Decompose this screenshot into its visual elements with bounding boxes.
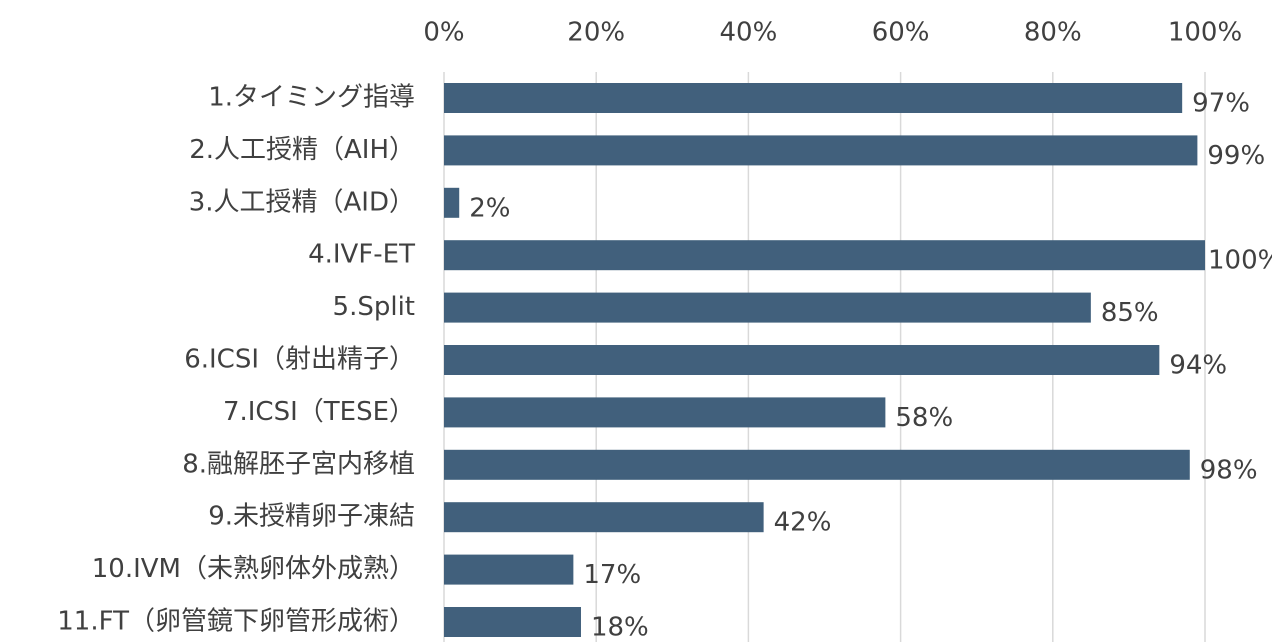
data-label: 100% [1208, 246, 1272, 276]
x-tick-label: 20% [567, 18, 625, 48]
bar [444, 135, 1198, 166]
y-tick-label: 3.人工授精（AID） [189, 187, 415, 217]
data-label: 97% [1192, 89, 1250, 119]
x-tick-label: 80% [1024, 18, 1082, 48]
data-label: 42% [774, 508, 832, 538]
data-label: 99% [1207, 141, 1265, 171]
y-tick-label: 11.FT（卵管鏡下卵管形成術） [57, 607, 415, 637]
x-tick-label: 40% [720, 18, 778, 48]
y-tick-label: 5.Split [333, 292, 415, 322]
y-tick-label: 7.ICSI（TESE） [223, 397, 415, 427]
data-label: 2% [469, 193, 510, 223]
data-label: 58% [895, 403, 953, 433]
data-label: 17% [583, 560, 641, 590]
data-label: 98% [1200, 455, 1258, 485]
bar [444, 292, 1091, 323]
bar [444, 449, 1190, 480]
bar [444, 83, 1183, 113]
bar [444, 345, 1160, 375]
data-label: 94% [1169, 351, 1227, 381]
x-tick-label: 60% [872, 18, 930, 48]
y-tick-label: 6.ICSI（射出精子） [184, 345, 415, 375]
bar [444, 502, 764, 533]
y-tick-label: 2.人工授精（AIH） [189, 135, 415, 165]
y-tick-label: 9.未授精卵子凍結 [208, 502, 415, 532]
x-tick-label: 0% [423, 18, 464, 48]
bar [444, 187, 460, 218]
bar [444, 554, 574, 585]
y-tick-label: 4.IVF-ET [308, 240, 415, 270]
y-tick-label: 10.IVM（未熟卵体外成熟） [92, 554, 415, 584]
bar [444, 240, 1205, 271]
bar [444, 397, 886, 428]
data-label: 18% [591, 613, 649, 642]
data-label: 85% [1101, 298, 1159, 328]
y-tick-label: 1.タイミング指導 [208, 83, 415, 113]
y-tick-label: 8.融解胚子宮内移植 [182, 449, 415, 479]
x-tick-label: 100% [1168, 18, 1242, 48]
bar [444, 607, 581, 637]
